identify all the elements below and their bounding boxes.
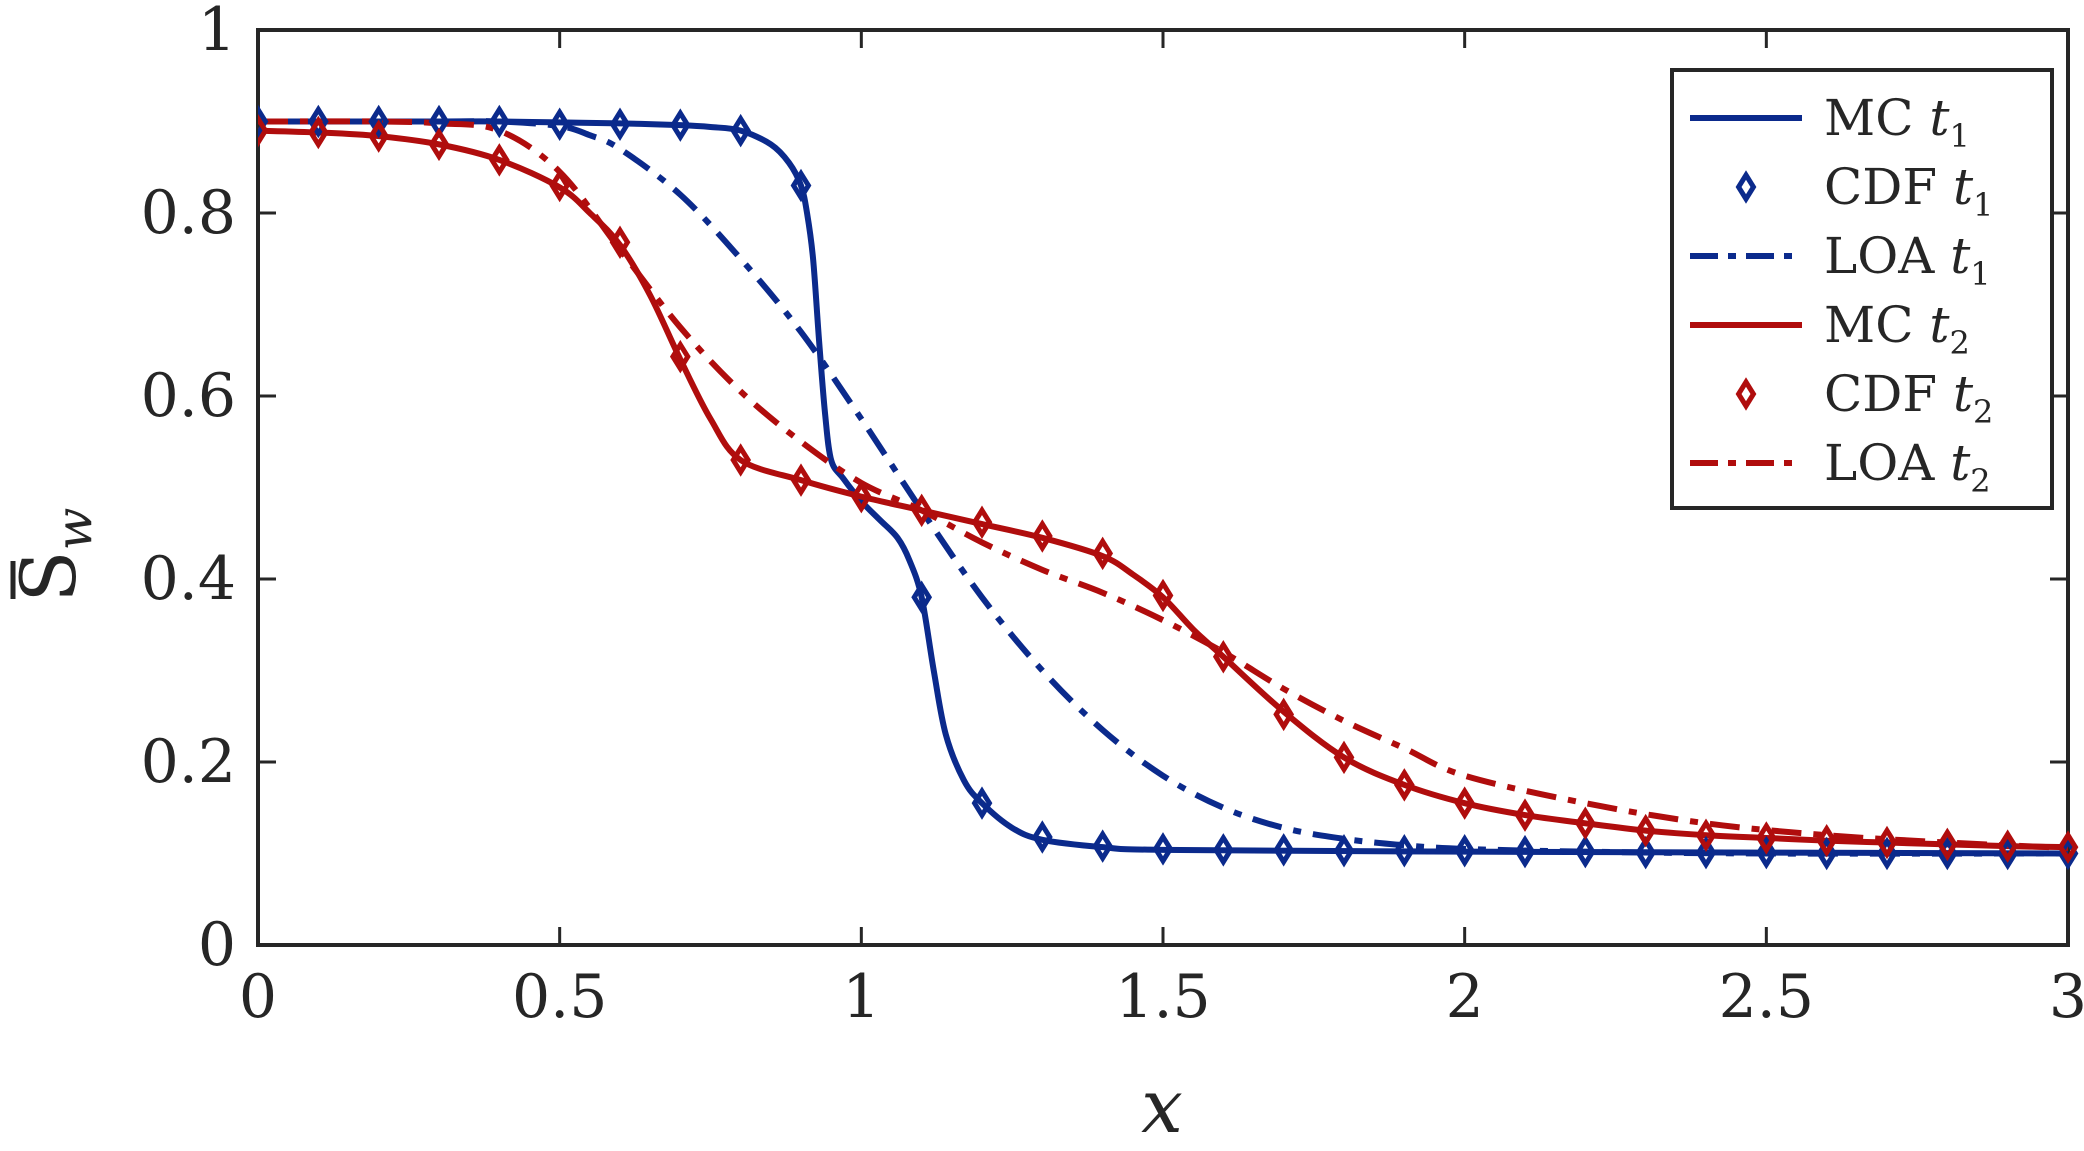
legend-label: CDF t1: [1824, 158, 1993, 224]
data-point: [1816, 823, 1838, 858]
data-point: [1031, 820, 1053, 854]
data-point: [1635, 813, 1657, 848]
data-point: [1092, 829, 1114, 863]
data-point: [971, 786, 993, 820]
y-axis-label-subscript: w: [45, 508, 103, 551]
legend-marker: [1735, 377, 1757, 411]
data-point: [609, 107, 631, 141]
legend-entry: CDF t2: [1735, 365, 1993, 431]
data-point: [549, 107, 571, 141]
data-point: [1574, 834, 1596, 869]
y-axis-label-base: S: [4, 550, 93, 602]
series-line-3: [258, 127, 2069, 851]
legend-marker: [1735, 170, 1757, 204]
data-point: [1152, 578, 1174, 613]
data-point: [1695, 835, 1717, 870]
x-axis: 0 0.5 1 1.5 2 2.5 3: [239, 30, 2084, 1032]
data-point: [488, 143, 510, 177]
data-point: [1997, 829, 2019, 863]
data-point: [1393, 768, 1415, 802]
data-point: [730, 113, 752, 148]
data-point: [1393, 834, 1415, 868]
data-point: [1273, 697, 1295, 732]
legend-label: MC t1: [1824, 89, 1970, 155]
y-tick-label: 0: [198, 910, 236, 980]
data-point: [428, 127, 450, 162]
y-tick-label: 0.2: [141, 727, 236, 797]
legend-label: LOA t1: [1824, 227, 1991, 293]
data-point: [1333, 834, 1355, 868]
x-tick-label: 0: [239, 962, 277, 1032]
legend-entry: LOA t2: [1690, 434, 1991, 500]
series-layer: [258, 104, 2079, 871]
data-point: [1092, 536, 1114, 571]
data-point: [2057, 830, 2079, 864]
data-point: [1031, 519, 1053, 553]
data-point: [1816, 836, 1838, 871]
data-point: [1755, 835, 1777, 870]
data-point: [790, 168, 812, 203]
data-point: [258, 104, 269, 139]
y-axis-label: Sw: [4, 508, 103, 603]
legend-label: LOA t2: [1824, 434, 1991, 500]
y-tick-label: 0.6: [141, 361, 236, 431]
legend-entry: MC t2: [1690, 296, 1970, 362]
legend-entry: CDF t1: [1735, 158, 1993, 224]
data-point: [549, 168, 571, 203]
data-point: [488, 104, 510, 139]
data-point: [911, 493, 933, 528]
data-point: [1514, 798, 1536, 832]
data-point: [1574, 806, 1596, 841]
data-point: [368, 119, 390, 153]
data-point: [911, 580, 933, 615]
data-point: [307, 115, 329, 150]
data-point: [368, 104, 390, 139]
x-tick-label: 3: [2049, 962, 2084, 1032]
data-point: [258, 113, 269, 148]
data-point: [971, 505, 993, 540]
data-point: [669, 339, 691, 374]
y-tick-label: 0.8: [141, 178, 236, 248]
data-point: [1454, 786, 1476, 820]
y-tick-label: 0.4: [141, 544, 236, 614]
legend-entry: MC t1: [1690, 89, 1970, 155]
x-tick-label: 1: [842, 962, 880, 1032]
data-point: [307, 104, 329, 139]
data-point: [730, 443, 752, 477]
x-tick-label: 1.5: [1115, 962, 1210, 1032]
data-point: [1212, 833, 1234, 867]
data-point: [1454, 834, 1476, 868]
data-point: [1212, 640, 1234, 674]
legend-label: MC t2: [1824, 296, 1970, 362]
data-point: [850, 479, 872, 514]
y-tick-label: 1: [198, 0, 236, 65]
data-point: [1755, 821, 1777, 855]
x-axis-label: x: [1141, 1064, 1183, 1150]
x-tick-label: 2: [1446, 962, 1484, 1032]
data-point: [1333, 740, 1355, 775]
x-tick-label: 2.5: [1719, 962, 1814, 1032]
data-point: [790, 463, 812, 497]
legend-entry: LOA t1: [1690, 227, 1991, 293]
legend-label: CDF t2: [1824, 365, 1993, 431]
data-point: [609, 225, 631, 260]
x-tick-label: 0.5: [512, 962, 607, 1032]
data-point: [1635, 835, 1657, 870]
data-point: [1695, 818, 1717, 852]
series-line-5: [258, 118, 2069, 852]
y-axis: 0 0.2 0.4 0.6 0.8 1: [141, 0, 2068, 980]
data-point: [1273, 833, 1295, 867]
legend-box: [1670, 68, 2054, 510]
svg-text:Sw: Sw: [4, 508, 103, 603]
data-point: [1152, 832, 1174, 866]
data-point: [1876, 825, 1898, 860]
series-line-2: [258, 118, 2069, 857]
data-point: [1514, 834, 1536, 869]
data-point: [1936, 827, 1958, 862]
data-point: [669, 108, 691, 142]
